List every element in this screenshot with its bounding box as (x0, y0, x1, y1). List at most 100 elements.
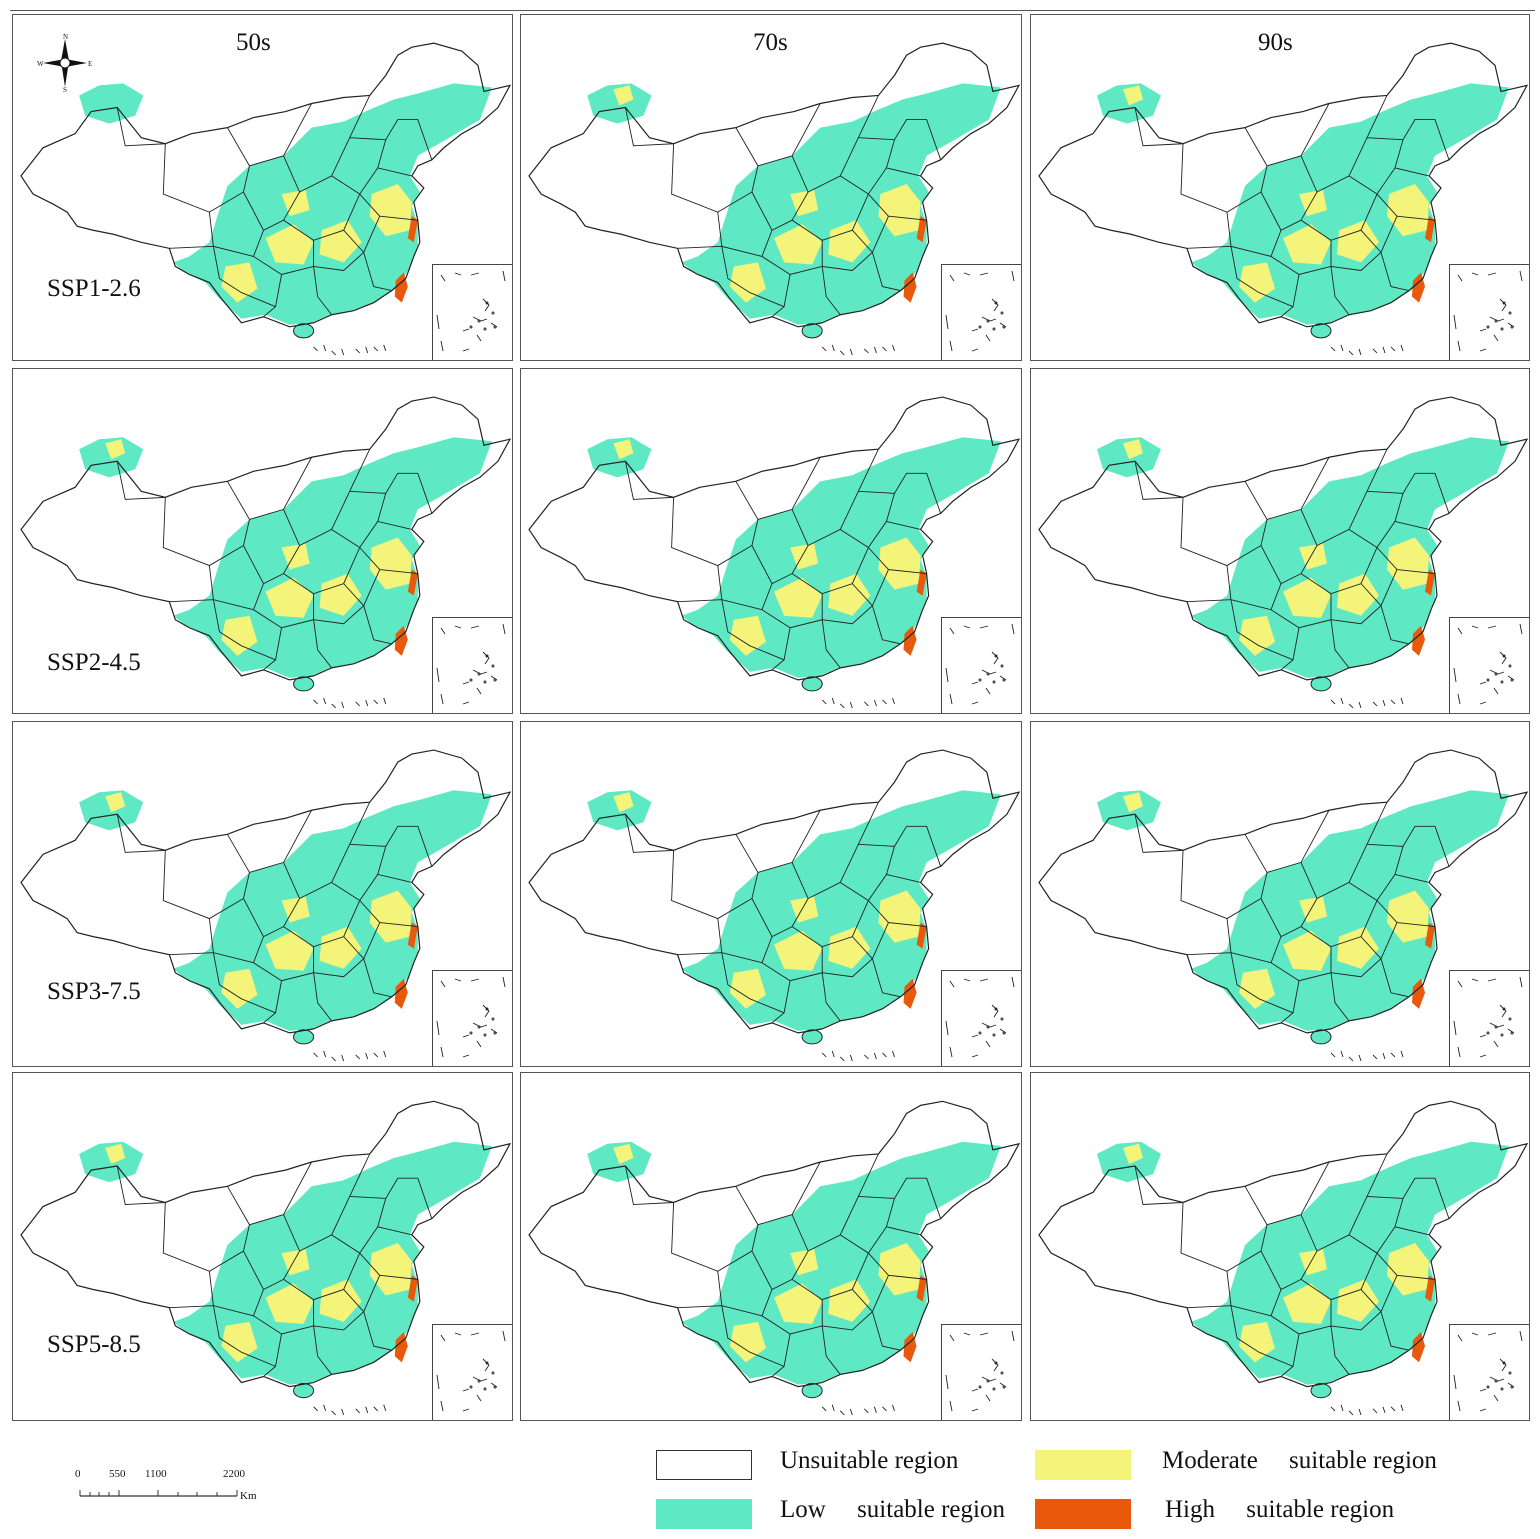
moderate-suitable-area (369, 537, 412, 590)
province-boundaries (1134, 449, 1450, 671)
compass-n-label: N (63, 33, 68, 41)
south-islands (821, 344, 895, 356)
hainan-island (801, 1029, 823, 1045)
south-china-sea-inset (1449, 1324, 1529, 1420)
map-panel-ssp2-4-5-50s: SSP2-4.5 (12, 368, 513, 714)
south-islands (313, 1404, 387, 1416)
south-islands (313, 344, 387, 356)
map-panel-ssp5-8-5-90s (1030, 1072, 1530, 1421)
moderate-suitable-area (1299, 1249, 1327, 1276)
province-boundaries (116, 449, 433, 671)
top-rule (10, 10, 1535, 11)
south-china-sea-inset (941, 617, 1021, 713)
moderate-suitable-area-northwest (105, 792, 126, 813)
south-china-sea-inset (432, 264, 512, 360)
moderate-suitable-area (1283, 1283, 1331, 1324)
china-suitability-map (1038, 1100, 1529, 1416)
moderate-suitable-area (1387, 537, 1429, 590)
scenario-label-4: SSP5-8.5 (47, 1331, 141, 1358)
map-panel-ssp5-8-5-50s: SSP5-8.5 (12, 1072, 513, 1421)
map-panel-ssp1-2-6-70s: 70s (520, 14, 1022, 361)
moderate-suitable-area (281, 543, 310, 570)
legend-high: High suitable region (1035, 1496, 1435, 1533)
high-suitable-area-coast (916, 922, 927, 949)
south-islands (313, 697, 387, 709)
moderate-suitable-area (729, 968, 766, 1009)
moderate-suitable-area (1299, 190, 1327, 217)
high-suitable-area-coast (407, 216, 418, 243)
south-china-sea-inset (941, 970, 1021, 1066)
legend-swatch-unsuitable (656, 1450, 752, 1480)
moderate-suitable-area (1337, 573, 1379, 616)
moderate-suitable-area (265, 577, 314, 618)
high-suitable-area-coast (407, 922, 418, 949)
hainan-island (1310, 676, 1332, 692)
moderate-suitable-area (1239, 615, 1275, 656)
moderate-suitable-area (1387, 1242, 1429, 1296)
province-boundaries (116, 95, 433, 318)
moderate-suitable-area (774, 577, 823, 618)
moderate-suitable-area (774, 1283, 823, 1324)
province-boundaries (624, 95, 942, 318)
hainan-island (1310, 1383, 1332, 1399)
south-china-sea-inset (432, 617, 512, 713)
compass-e-label: E (88, 60, 92, 68)
compass-w-label: W (37, 60, 44, 68)
province-boundaries (624, 1153, 942, 1377)
map-panel-ssp3-7-5-50s: SSP3-7.5 (12, 721, 513, 1067)
china-suitability-map (20, 42, 512, 356)
column-title-70s: 70s (753, 29, 788, 56)
moderate-suitable-area (790, 543, 819, 570)
scale-tick-0: 0 (75, 1468, 81, 1480)
legend-label-high: High suitable region (1165, 1496, 1395, 1523)
south-islands (313, 1050, 387, 1062)
scale-bar-line (79, 1490, 238, 1497)
moderate-suitable-area (774, 930, 823, 971)
moderate-suitable-area (1299, 896, 1327, 923)
china-suitability-map (1038, 749, 1529, 1062)
china-suitability-map (20, 396, 512, 709)
low-suitable-area (1191, 437, 1509, 678)
moderate-suitable-area-northwest (613, 439, 634, 460)
hainan-island (801, 323, 823, 339)
moderate-suitable-area (221, 615, 258, 656)
moderate-suitable-area (319, 1279, 362, 1322)
moderate-suitable-area (878, 537, 921, 590)
china-suitability-map (528, 749, 1021, 1062)
high-suitable-area-coast (1425, 569, 1435, 596)
south-china-sea-inset (941, 264, 1021, 360)
province-boundaries (116, 802, 433, 1024)
south-islands (821, 1050, 895, 1062)
country-outline (1038, 42, 1529, 328)
legend-swatch-high (1035, 1499, 1131, 1529)
china-suitability-map (528, 1100, 1021, 1416)
legend-swatch-low (656, 1499, 752, 1529)
low-suitable-area (173, 1141, 492, 1385)
moderate-suitable-area-northwest (1123, 1143, 1143, 1165)
legend-moderate: Moderate suitable region (1035, 1447, 1495, 1484)
south-china-sea-inset (1449, 617, 1529, 713)
legend-label-moderate: Moderate suitable region (1162, 1447, 1437, 1474)
moderate-suitable-area (265, 224, 314, 265)
country-outline (1038, 749, 1529, 1034)
map-panel-ssp1-2-6-90s: 90s (1030, 14, 1530, 361)
china-suitability-map (1038, 396, 1529, 709)
map-panel-ssp5-8-5-70s (520, 1072, 1022, 1421)
china-suitability-map (528, 396, 1021, 709)
moderate-suitable-area (1337, 926, 1379, 969)
low-suitable-area (681, 83, 1001, 325)
south-china-sea-inset (941, 1324, 1021, 1420)
province-boundaries (116, 1153, 433, 1377)
south-islands (1330, 344, 1404, 356)
moderate-suitable-area-northwest (613, 1143, 634, 1165)
south-islands (1330, 697, 1404, 709)
hainan-island (293, 1383, 315, 1399)
moderate-suitable-area (1283, 577, 1331, 618)
moderate-suitable-area (1239, 968, 1275, 1009)
legend-unsuitable: Unsuitable region (656, 1447, 996, 1484)
scale-tick-2200: 2200 (223, 1468, 245, 1480)
moderate-suitable-area (790, 896, 819, 923)
column-title-50s: 50s (236, 29, 271, 56)
moderate-suitable-area-northwest (105, 439, 126, 460)
moderate-suitable-area (828, 573, 871, 616)
